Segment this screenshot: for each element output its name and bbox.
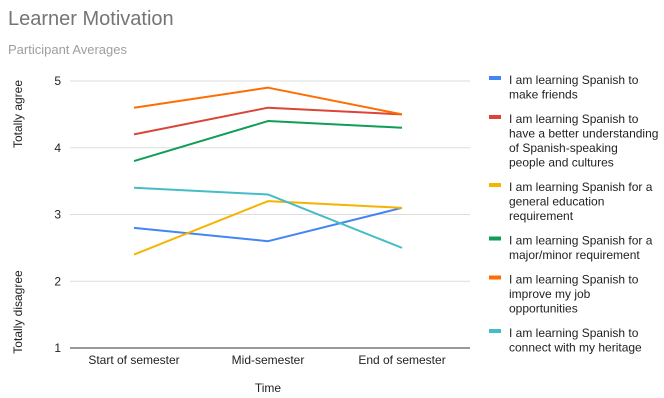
- legend-label: have a better understanding: [509, 127, 658, 141]
- series-line: [133, 86, 403, 116]
- gridlines: [70, 80, 470, 349]
- series-line: [133, 186, 403, 249]
- chart-title: Learner Motivation: [8, 8, 174, 30]
- legend-label: improve my job: [509, 287, 591, 301]
- series-line: [133, 106, 403, 136]
- legend-label: of Spanish-speaking: [509, 141, 618, 155]
- legend-label: I am learning Spanish to: [509, 112, 639, 126]
- legend-swatch: [489, 76, 501, 80]
- x-tick-label: End of semester: [358, 353, 445, 367]
- chart-subtitle: Participant Averages: [8, 42, 127, 57]
- x-axis-title: Time: [255, 381, 282, 395]
- legend-label: I am learning Spanish to: [509, 73, 639, 87]
- y-tick-label: 3: [54, 208, 61, 222]
- legend-label: I am learning Spanish for a: [509, 180, 653, 194]
- legend-label: I am learning Spanish to: [509, 273, 639, 287]
- y-axis-title-bottom: Totally disagree: [11, 270, 25, 354]
- legend-label: people and cultures: [509, 156, 614, 170]
- y-axis-title-top: Totally agree: [11, 80, 25, 148]
- legend-swatch: [489, 236, 501, 241]
- legend-label: requirement: [509, 209, 574, 223]
- legend-swatch: [489, 115, 501, 119]
- legend-label: opportunities: [509, 302, 578, 316]
- y-tick-label: 2: [54, 274, 61, 288]
- series-line: [133, 120, 403, 163]
- legend-swatch: [489, 329, 501, 333]
- legend-label: connect with my heritage: [509, 341, 642, 355]
- legend-label: general education: [509, 195, 604, 209]
- x-tick-label: Mid-semester: [232, 353, 305, 367]
- y-axis-ticks: 1 2 3 4 5: [54, 74, 61, 355]
- y-tick-label: 4: [54, 141, 61, 155]
- y-tick-label: 1: [54, 341, 61, 355]
- legend-label: I am learning Spanish to: [509, 326, 639, 340]
- legend-swatch: [489, 275, 501, 280]
- x-axis-ticks: Start of semester Mid-semester End of seme…: [88, 353, 445, 367]
- series-line: [133, 200, 403, 256]
- series-lines: [133, 86, 403, 256]
- legend-swatch: [489, 183, 501, 187]
- legend-label: make friends: [509, 88, 578, 102]
- legend-label: I am learning Spanish for a: [509, 234, 653, 248]
- legend-label: major/minor requirement: [509, 248, 640, 262]
- series-line: [133, 206, 403, 243]
- x-tick-label: Start of semester: [88, 353, 179, 367]
- y-tick-label: 5: [54, 74, 61, 88]
